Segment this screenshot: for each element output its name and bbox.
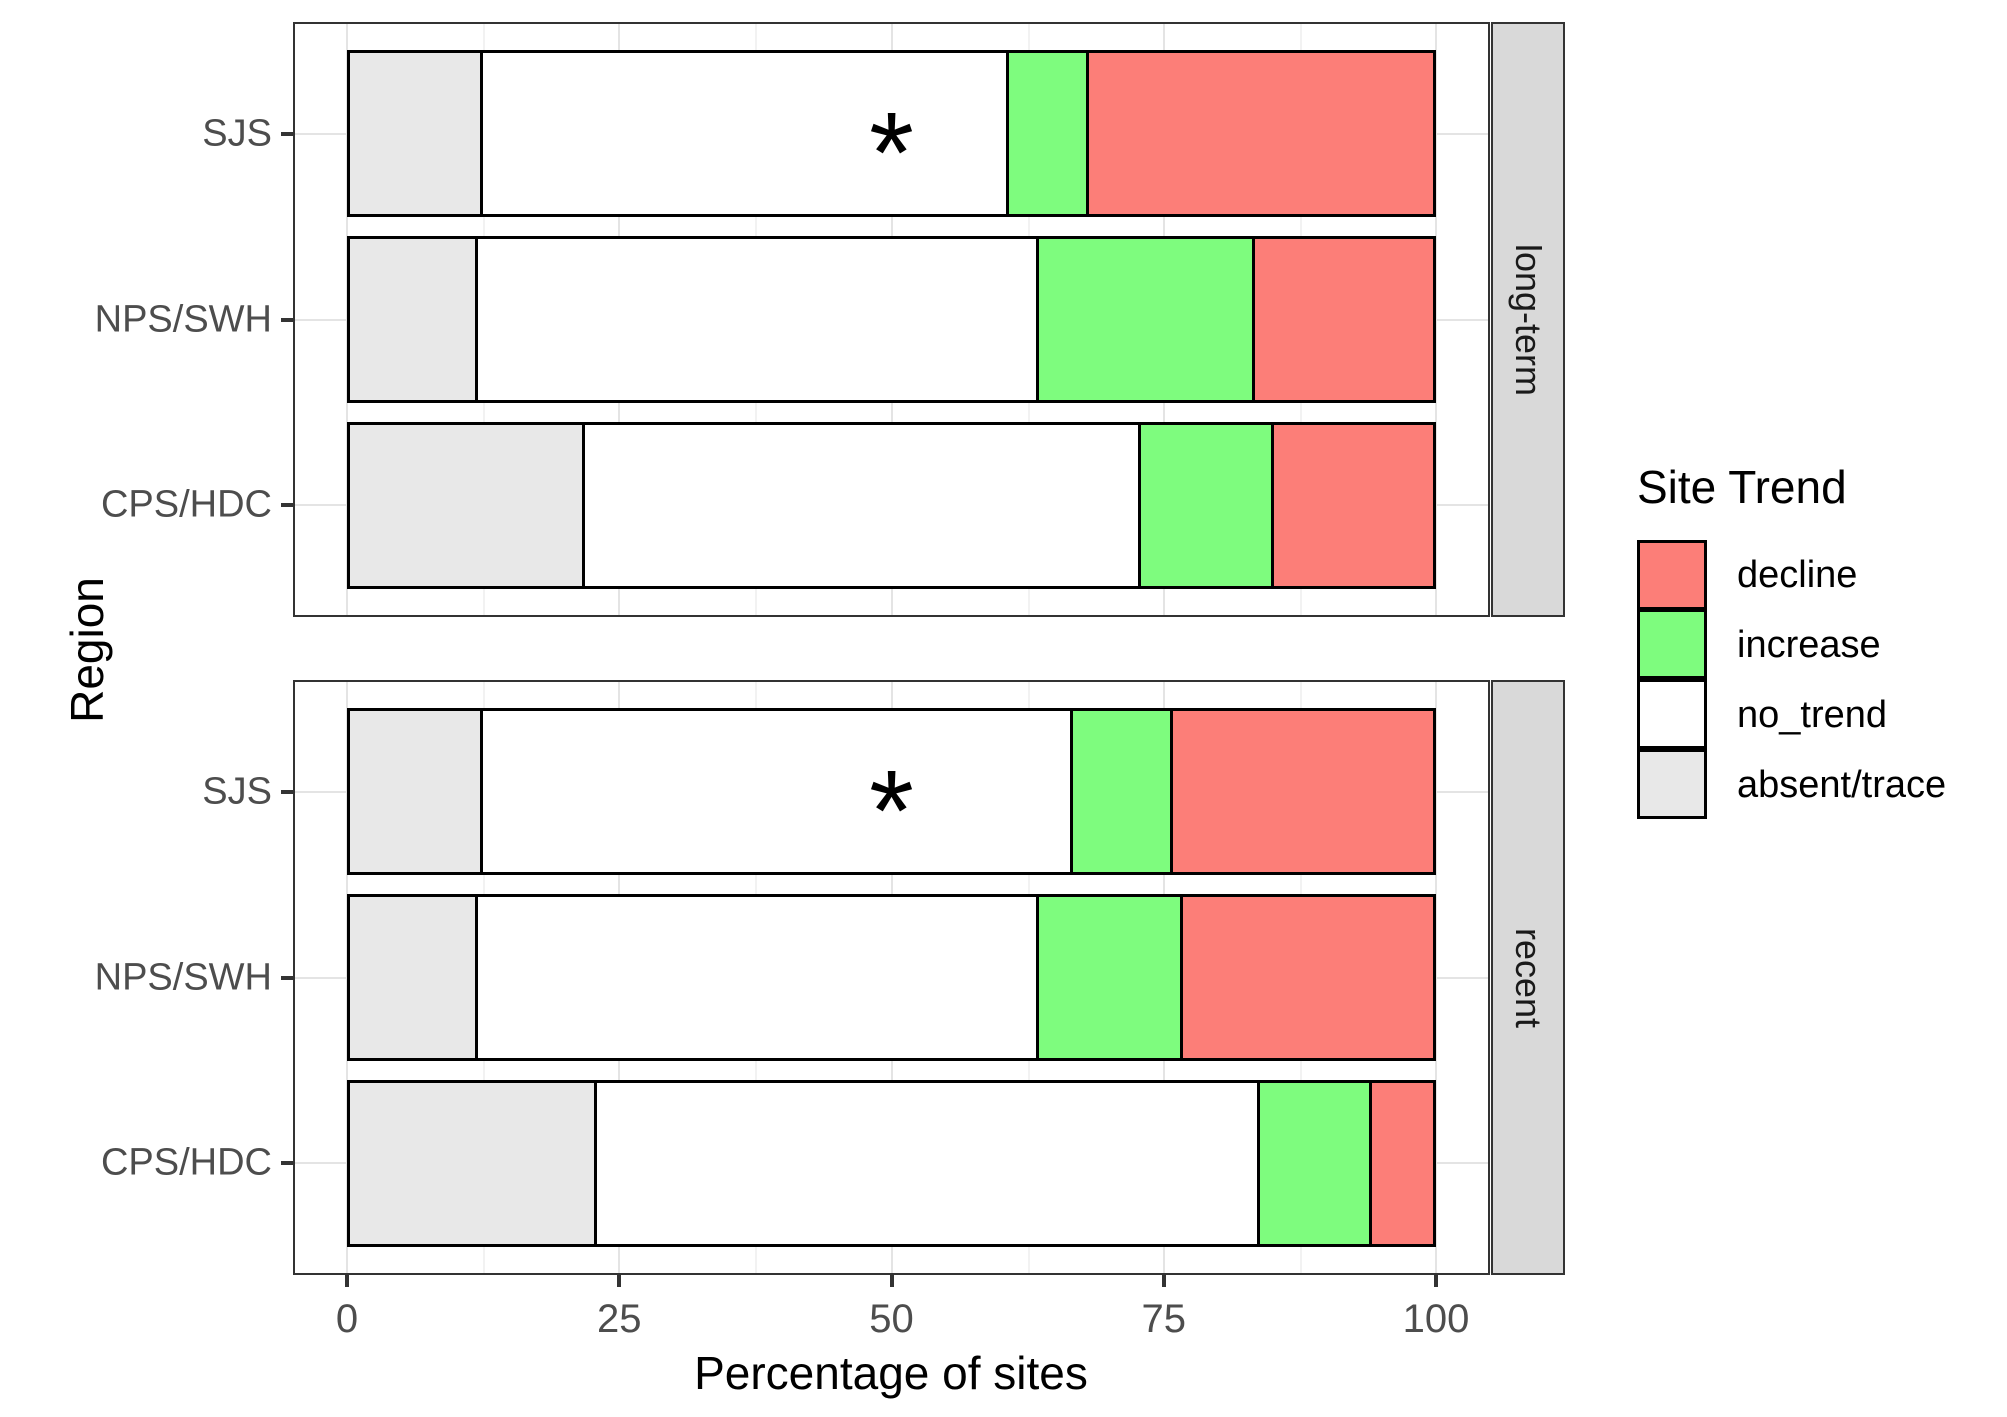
y-axis-tick [281,317,293,322]
x-tick-label-75: 75 [1141,1297,1187,1341]
x-tick-label-25: 25 [597,1297,642,1341]
bar-segment-decline [1179,897,1433,1058]
y-axis-tick [281,1161,293,1166]
bar-segment-decline [1271,424,1433,586]
bar-segment-decline [1251,239,1433,400]
facet-strip-long-term: long-term [1491,22,1565,617]
legend-key-swatch [1637,678,1707,749]
bar-segment-decline [1368,1082,1433,1244]
bar-segment-absent-trace [350,53,480,215]
bar-segment-increase [1036,239,1252,400]
bar-recent-CPS/HDC [347,1079,1436,1247]
bar-long-term-SJS [347,50,1436,218]
y-axis-tick [281,503,293,508]
x-axis-tick [889,1275,894,1287]
bar-segment-absent-trace [350,424,582,586]
y-axis-tick [281,975,293,980]
x-tick-label-50: 50 [869,1297,914,1341]
legend-key-swatch [1637,540,1707,610]
bar-long-term-CPS/HDC [347,421,1436,589]
x-axis-tick [1434,1275,1438,1287]
bar-segment-absent-trace [350,239,475,400]
y-tick-label-NPS/SWH: NPS/SWH [94,298,272,340]
bar-segment-increase [1005,53,1087,215]
legend-row-absent-trace: absent/trace [1637,748,1947,820]
bar-segment-no_trend [479,711,1071,873]
bar-segment-increase [1138,424,1272,586]
y-tick-label-CPS/HDC: CPS/HDC [100,1141,272,1184]
bar-segment-decline [1170,711,1433,873]
bar-segment-absent-trace [350,711,480,873]
legend-entry-label: absent/trace [1737,763,1947,806]
legend-title: Site Trend [1637,461,1847,513]
x-tick-label-0: 0 [335,1297,359,1341]
legend-entry-label: decline [1737,553,1858,596]
bar-segment-no_trend [474,239,1037,400]
bar-segment-no_trend [581,424,1139,586]
x-tick-label-100: 100 [1402,1297,1470,1341]
bar-segment-increase [1257,1082,1369,1244]
legend-entry-label: increase [1737,623,1881,666]
x-axis-tick [1161,1275,1166,1287]
legend-entries: decline increase no_trend absent/trace [1637,540,1946,820]
y-axis-title: Region [60,577,113,723]
legend-row-no_trend: no_trend [1637,678,1946,750]
facet-strip-label: long-term [1508,243,1549,396]
bar-segment-no_trend [479,53,1006,215]
x-axis-title: Percentage of sites [694,1347,1088,1399]
bar-recent-NPS/SWH [347,894,1436,1061]
legend-row-decline: decline [1637,540,1946,610]
bar-segment-absent-trace [350,897,475,1058]
bar-segment-no_trend [474,897,1037,1058]
y-axis-tick [281,131,293,136]
x-axis-tick [345,1275,349,1287]
bar-segment-no_trend [593,1082,1258,1244]
bar-segment-decline [1086,53,1433,215]
legend-key-swatch [1637,748,1707,819]
y-tick-label-SJS: SJS [202,112,272,155]
legend-row-increase: increase [1637,608,1946,680]
facet-strip-recent: recent [1491,680,1565,1275]
bar-segment-absent-trace [350,1082,594,1244]
legend-key-swatch [1637,608,1707,679]
bar-long-term-NPS/SWH [347,236,1436,403]
legend-entry-label: no_trend [1737,693,1888,736]
bar-segment-increase [1070,711,1171,873]
y-axis-tick [281,789,293,794]
significance-asterisk: * [869,747,914,876]
y-tick-label-CPS/HDC: CPS/HDC [100,483,272,526]
x-axis-tick [617,1275,622,1287]
facet-strip-label: recent [1508,927,1549,1028]
bar-recent-SJS [347,708,1436,876]
y-tick-label-SJS: SJS [202,770,272,813]
significance-asterisk: * [869,89,914,218]
y-tick-label-NPS/SWH: NPS/SWH [94,956,272,998]
bar-segment-increase [1036,897,1180,1058]
